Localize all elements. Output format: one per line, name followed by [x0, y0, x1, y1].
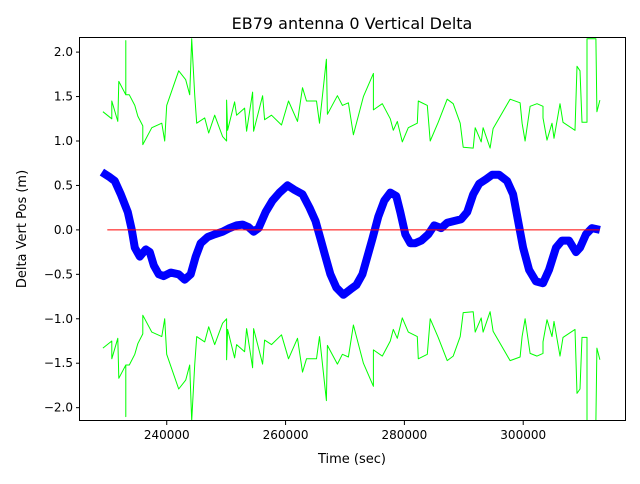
y-tick-label: −1.5 [44, 356, 73, 370]
plot-series [99, 38, 601, 421]
x-tick-label: 240000 [144, 428, 190, 442]
y-tick-label: 1.5 [54, 90, 73, 104]
y-tick-label: −0.5 [44, 267, 73, 281]
y-tick-label: 0.0 [54, 223, 73, 237]
plot-frame [79, 37, 626, 421]
series-line-delta [99, 168, 601, 299]
series-line-upper-bound [102, 38, 601, 149]
y-tick-label: 2.0 [54, 45, 73, 59]
axis-ticks: 240000 260000 280000 300000 −2.0 −1.5 −1.0 −0.5… [44, 45, 546, 442]
y-axis-label: Delta Vert Pos (m) [15, 170, 30, 288]
y-tick-label: 0.5 [54, 178, 73, 192]
x-tick-label: 300000 [500, 428, 546, 442]
x-tick-label: 280000 [381, 428, 427, 442]
y-tick-label: −2.0 [44, 401, 73, 415]
x-axis-label: Time (sec) [317, 452, 386, 467]
series-line-lower-bound [102, 311, 601, 421]
x-tick-label: 260000 [263, 428, 309, 442]
y-tick-label: −1.0 [44, 312, 73, 326]
chart-title: EB79 antenna 0 Vertical Delta [232, 14, 473, 33]
y-tick-label: 1.0 [54, 134, 73, 148]
